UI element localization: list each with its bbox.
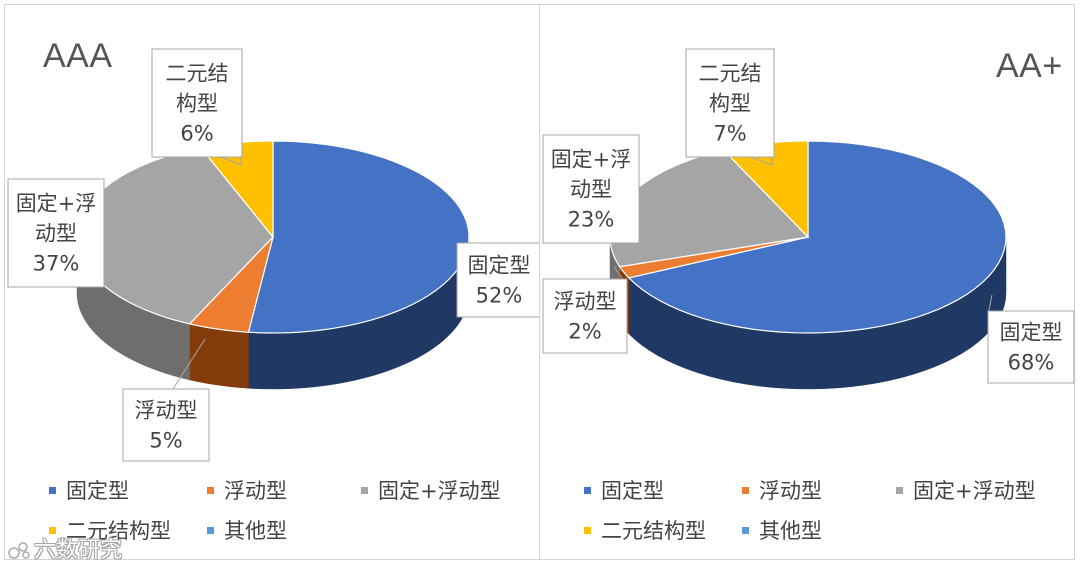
leader-line <box>749 155 773 166</box>
legend-marker <box>49 486 56 494</box>
legend-label: 固定型 <box>66 479 129 503</box>
legend-marker <box>207 486 214 494</box>
legend-item: 固定型 <box>584 475 664 505</box>
data-label: 浮动型 5% <box>122 338 210 462</box>
data-label-text: 浮动型 <box>554 290 617 314</box>
data-label-text: 6% <box>180 122 213 146</box>
legend-marker <box>49 526 56 534</box>
data-label-box <box>987 310 1075 384</box>
data-label-text: 52% <box>476 284 523 308</box>
leader-line <box>638 242 651 246</box>
data-label-text: 构型 <box>709 92 751 116</box>
leader-line <box>220 155 242 166</box>
data-label-box <box>542 278 628 354</box>
legend-label: 固定+浮动型 <box>913 479 1036 503</box>
legend-marker <box>896 486 903 494</box>
leader-line <box>172 338 206 390</box>
data-label-text: 23% <box>568 208 615 232</box>
pie-slice <box>618 236 809 279</box>
legend-marker <box>584 486 591 494</box>
legend-marker <box>742 486 749 494</box>
legend-item: 二元结构型 <box>584 515 706 545</box>
data-label-text: 固定型 <box>468 254 531 278</box>
data-label-text: 固定型 <box>1000 321 1063 345</box>
data-label-text: 2% <box>568 320 601 344</box>
data-label: 固定+浮动型 23% <box>542 134 651 246</box>
data-label-text: 动型 <box>35 222 77 246</box>
watermark: 六数研究 <box>8 532 122 564</box>
data-label-text: 浮动型 <box>135 399 198 423</box>
data-label-text: 7% <box>713 122 746 146</box>
legend-marker <box>742 526 749 534</box>
data-label: 浮动型 2% <box>542 266 628 354</box>
data-label-box <box>151 48 243 158</box>
pie-chart-aaa: 二元结构型 6% 固定+浮动型 37% 固定型 52% 浮动型 5% <box>7 48 541 462</box>
pie-tops <box>76 140 470 334</box>
watermark-text: 六数研究 <box>34 538 123 563</box>
pie-slice <box>627 140 1007 334</box>
logo-icon <box>8 542 30 559</box>
legend-item: 浮动型 <box>207 475 287 505</box>
pie-tops <box>609 140 1007 334</box>
legend-item: 其他型 <box>742 515 822 545</box>
data-label: 固定+浮动型 37% <box>7 178 115 288</box>
legend-item: 浮动型 <box>742 475 822 505</box>
data-label-box <box>685 48 775 158</box>
chart-title: AAA <box>43 37 113 75</box>
data-label-text: 二元结 <box>166 62 229 86</box>
legend-label: 二元结构型 <box>66 519 171 543</box>
pie-chart-aa-plus: 二元结构型 7% 固定+浮动型 23% 浮动型 2% 固定型 68% <box>542 48 1075 390</box>
data-label: 固定型 52% <box>456 242 541 318</box>
data-label-text: 固定+浮 <box>551 148 632 172</box>
legend-label: 浮动型 <box>759 479 822 503</box>
data-label-text: 68% <box>1008 351 1055 375</box>
legend-item: 固定型 <box>49 475 129 505</box>
data-label-text: 固定+浮 <box>16 192 97 216</box>
legend-item: 其他型 <box>207 515 287 545</box>
legend-label: 二元结构型 <box>601 519 706 543</box>
data-label-box <box>456 242 541 318</box>
pie-slice-side <box>189 323 249 389</box>
data-label: 固定型 68% <box>987 294 1075 384</box>
data-label-box <box>7 178 105 288</box>
chart-panel-aaa: AAA 二元结 构型 6% 固定+浮 动型 37% 固定型 52% 浮动型 5% 固定型 浮动型 … <box>4 4 541 560</box>
legend-label: 其他型 <box>224 519 287 543</box>
legend-marker <box>207 526 214 534</box>
data-label: 二元结构型 7% <box>685 48 775 166</box>
data-label-text: 二元结 <box>699 62 762 86</box>
data-label-text: 5% <box>149 429 182 453</box>
data-label-text: 动型 <box>570 178 612 202</box>
legend-marker <box>584 526 591 534</box>
pie-slice <box>188 234 275 333</box>
legend-label: 其他型 <box>759 519 822 543</box>
legend-item: 二元结构型 <box>49 515 171 545</box>
data-label-box <box>122 388 210 462</box>
data-label-box <box>542 134 640 244</box>
legend-label: 固定+浮动型 <box>378 479 501 503</box>
data-label-text: 构型 <box>176 92 218 116</box>
chart-title: AA+ <box>996 47 1063 85</box>
data-label-text: 37% <box>33 252 80 276</box>
legend-item: 固定+浮动型 <box>896 475 1036 505</box>
legend-item: 固定+浮动型 <box>361 475 501 505</box>
chart-panel-aa-plus: AA+ 二元结 构型 7% 固定+浮 动型 23% 浮动型 2% 固定型 68% 固定型 浮动型 … <box>539 4 1075 560</box>
legend-label: 浮动型 <box>224 479 287 503</box>
legend-label: 固定型 <box>601 479 664 503</box>
legend-marker <box>361 486 368 494</box>
data-label: 二元结构型 6% <box>151 48 243 166</box>
